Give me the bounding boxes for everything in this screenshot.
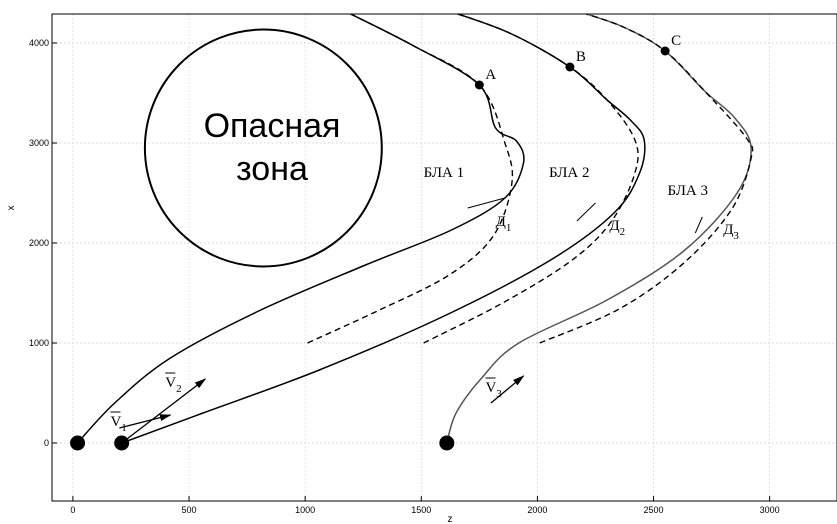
y-tick-label: 2000 [29,238,49,248]
velocity-label-3: V3 [485,380,502,400]
danger-zone-label-line2: зона [236,150,308,188]
velocity-vectors: V1 V2 V3 [110,372,525,444]
x-tick-label: 1500 [411,505,431,515]
y-tick-label: 4000 [29,38,49,48]
curve-labels: БЛА 1 БЛА 2 БЛА 3 Д1 Д2 Д3 [424,165,740,242]
curve-label-2: БЛА 2 [549,165,590,181]
x-tick-label: 2500 [644,505,664,515]
y-tick-label: 3000 [29,138,49,148]
trajectory-series [76,14,754,444]
curve-label-3: БЛА 3 [667,183,708,199]
velocity-label-sub: 1 [121,422,127,434]
curve-label-sub: 2 [620,226,626,238]
series-line-3 [121,14,646,444]
velocity-vector-1 [119,414,172,429]
x-tick-label: 1000 [295,505,315,515]
curve-leader-1 [467,197,506,209]
velocity-label-sub: 2 [176,383,182,395]
start-point-2 [114,435,130,451]
curve-label-sub: 3 [733,230,739,242]
marked-point-label-c: C [671,33,681,49]
curve-label-4: Д1 [496,214,512,234]
series-line-1 [76,14,525,444]
curve-leader-2 [576,202,596,222]
marked-point-a [474,80,484,90]
x-tick-label: 2000 [527,505,547,515]
danger-zone-circle [143,28,383,268]
series-line-2 [307,14,514,344]
x-tick-label: 500 [182,505,197,515]
y-axis-label: x [6,206,17,211]
marked-point-c [660,46,670,56]
curve-label-6: Д3 [723,222,739,242]
trajectory-points: A B C [70,33,681,451]
velocity-label-1: V1 [110,414,126,434]
y-tick-label: 1000 [29,338,49,348]
y-tick-label: 0 [44,438,49,448]
start-point-3 [439,435,455,451]
x-axis-label: z [448,514,453,524]
velocity-label-sub: 3 [496,388,502,400]
curve-label-1: БЛА 1 [424,165,465,181]
start-point-1 [70,435,86,451]
curve-label-5: Д2 [609,218,625,238]
danger-zone: Опасная зона [143,28,383,268]
grid [52,14,837,501]
velocity-label-2: V2 [165,375,181,395]
series-line-4 [423,14,639,344]
series-line-6 [539,14,754,344]
marked-point-label-b: B [576,49,586,65]
curve-label-sub: 1 [506,222,512,234]
x-tick-label: 0 [70,505,75,515]
marked-point-label-a: A [485,67,496,83]
curve-leader-3 [694,216,703,234]
plot-frame [51,13,837,502]
axis-ticks: 0 500 1000 1500 2000 2500 3000 0 1000 2000 3000 400… [29,38,780,515]
marked-point-b [565,62,575,72]
velocity-vector-2 [121,378,207,444]
danger-zone-label-line1: Опасная [204,107,341,145]
velocity-vector-3 [490,375,525,404]
x-tick-label: 3000 [760,505,780,515]
